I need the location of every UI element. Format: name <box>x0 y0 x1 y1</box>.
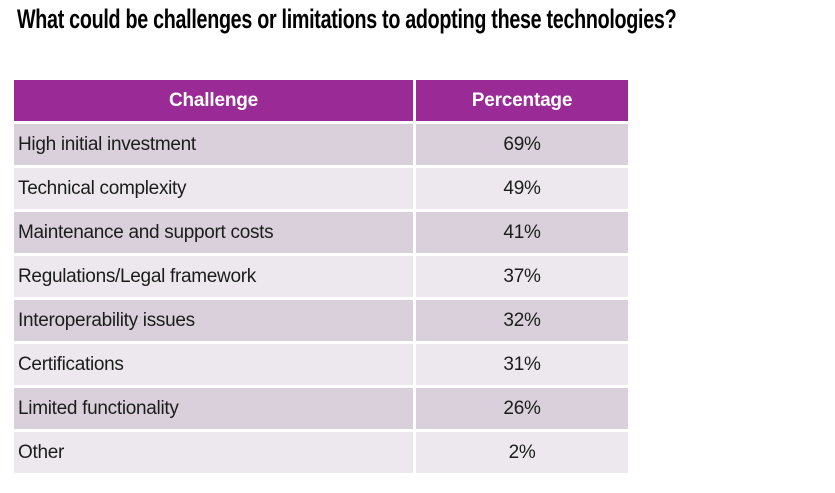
challenge-cell: Regulations/Legal framework <box>14 256 413 297</box>
table-row: Limited functionality 26% <box>14 388 628 429</box>
percentage-cell: 26% <box>416 388 628 429</box>
percentage-cell: 69% <box>416 124 628 165</box>
percentage-cell: 32% <box>416 300 628 341</box>
challenge-cell: Interoperability issues <box>14 300 413 341</box>
challenge-cell: Maintenance and support costs <box>14 212 413 253</box>
table-row: High initial investment 69% <box>14 124 628 165</box>
column-header-percentage: Percentage <box>416 80 628 121</box>
table-row: Maintenance and support costs 41% <box>14 212 628 253</box>
challenge-cell: Limited functionality <box>14 388 413 429</box>
column-header-challenge: Challenge <box>14 80 413 121</box>
page-title: What could be challenges or limitations … <box>17 4 677 34</box>
table-row: Interoperability issues 32% <box>14 300 628 341</box>
percentage-cell: 31% <box>416 344 628 385</box>
challenge-cell: Other <box>14 432 413 473</box>
challenges-table: Challenge Percentage High initial invest… <box>14 80 628 476</box>
table-row: Other 2% <box>14 432 628 473</box>
table-row: Technical complexity 49% <box>14 168 628 209</box>
table-header-row: Challenge Percentage <box>14 80 628 121</box>
challenge-cell: Certifications <box>14 344 413 385</box>
percentage-cell: 37% <box>416 256 628 297</box>
percentage-cell: 49% <box>416 168 628 209</box>
table-row: Certifications 31% <box>14 344 628 385</box>
table-row: Regulations/Legal framework 37% <box>14 256 628 297</box>
challenge-cell: Technical complexity <box>14 168 413 209</box>
percentage-cell: 2% <box>416 432 628 473</box>
challenge-cell: High initial investment <box>14 124 413 165</box>
percentage-cell: 41% <box>416 212 628 253</box>
